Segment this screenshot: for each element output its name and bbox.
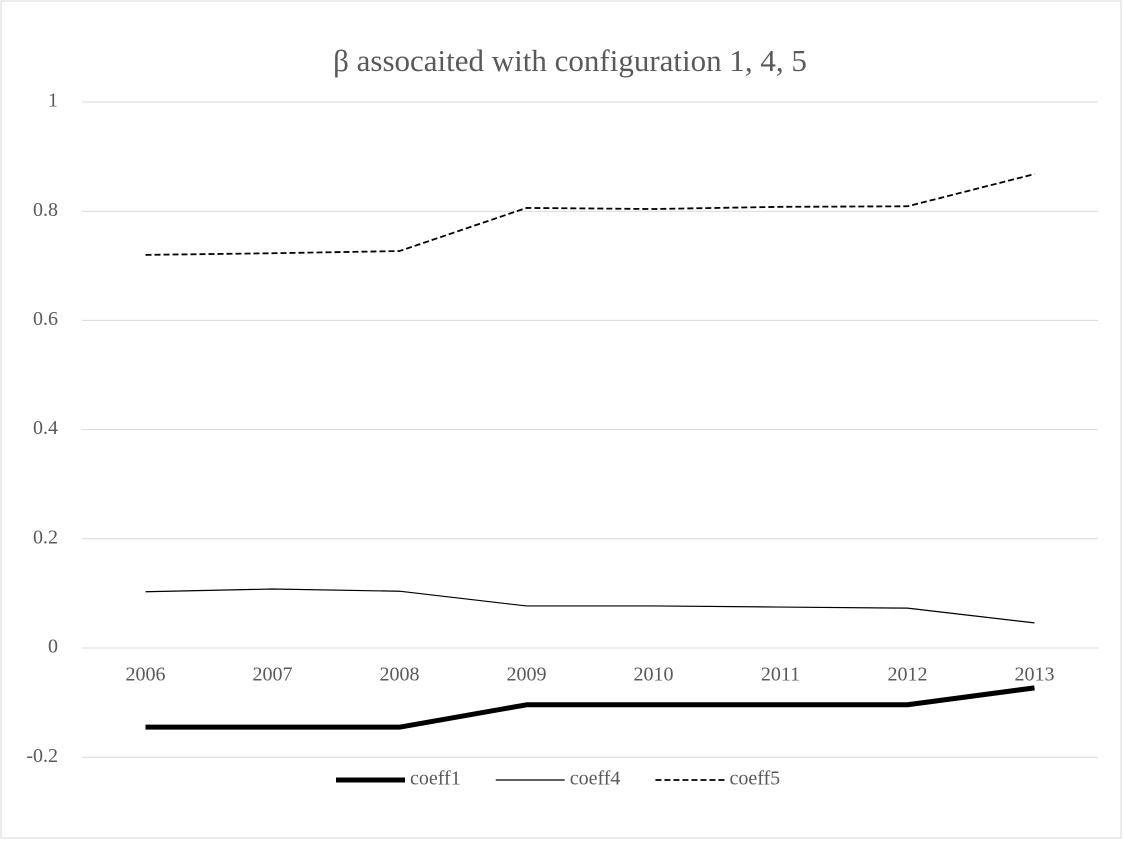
x-tick-label: 2010 [634,664,674,686]
x-tick-label: 2009 [507,664,547,686]
series-line [145,588,1035,624]
y-tick-label: -0.2 [26,745,58,767]
x-tick-label: 2007 [253,664,293,686]
legend-label: coeff1 [410,768,461,790]
series-line [145,685,1035,730]
x-tick-label: 2011 [761,664,800,686]
legend-label: coeff5 [729,768,780,790]
y-tick-label: 1 [48,90,58,112]
series-line [145,173,1035,256]
y-tick-label: 0.6 [33,308,58,330]
x-tick-label: 2012 [888,664,928,686]
chart-title: β assocaited with configuration 1, 4, 5 [333,43,807,78]
x-tick-label: 2008 [380,664,420,686]
legend-label: coeff4 [570,768,621,790]
y-tick-label: 0.2 [33,526,58,548]
y-tick-label: 0.4 [33,417,58,439]
y-tick-label: 0.8 [33,199,58,221]
y-tick-label: 0 [48,636,58,658]
x-tick-label: 2006 [126,664,166,686]
x-tick-label: 2013 [1015,664,1055,686]
